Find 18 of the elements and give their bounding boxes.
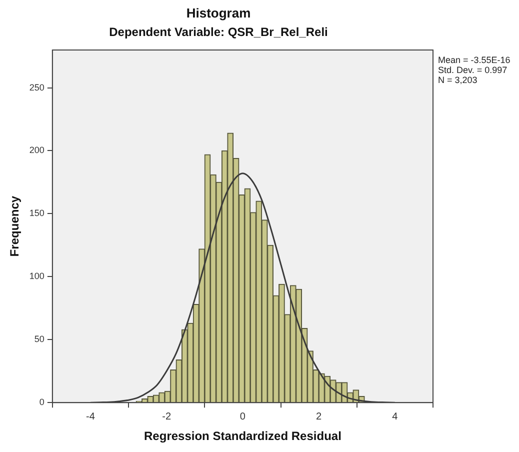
y-tick-label: 250 xyxy=(29,82,44,92)
y-axis-title: Frequency xyxy=(8,196,22,257)
text: Mean = -3.55E-16 xyxy=(438,54,510,65)
x-tick-label: 2 xyxy=(316,411,322,422)
x-tick-label: -4 xyxy=(86,411,96,422)
chart-title: Histogram xyxy=(186,5,251,20)
x-tick-label: -2 xyxy=(162,411,172,422)
y-tick-label: 0 xyxy=(39,397,44,408)
y-tick-label: 200 xyxy=(29,145,44,156)
text: N = 3,203 xyxy=(438,74,478,85)
chart-subtitle: Dependent Variable: QSR_Br_Rel_Reli xyxy=(109,25,328,40)
y-tick-label: 150 xyxy=(29,208,44,218)
y-tick-label: 50 xyxy=(34,334,44,344)
text: Std. Dev. = 0.997 xyxy=(438,64,508,75)
x-tick-label: 0 xyxy=(240,411,246,422)
x-tick-label: 4 xyxy=(392,411,398,422)
x-axis-title: Regression Standardized Residual xyxy=(144,429,342,444)
y-tick-label: 100 xyxy=(29,271,44,282)
